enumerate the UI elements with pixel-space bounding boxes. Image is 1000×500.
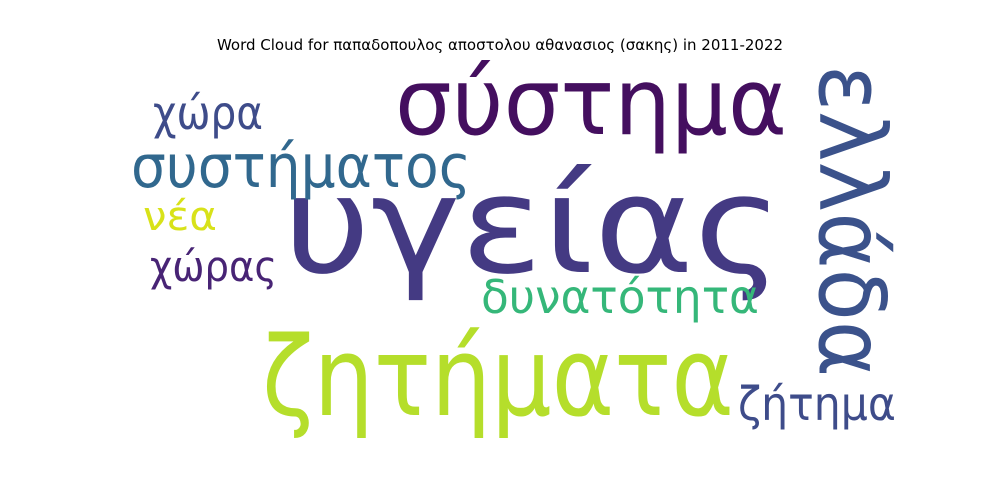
word-χώρα: χώρα — [153, 86, 263, 140]
word-υγείας: υγείας — [283, 147, 783, 304]
word-νέα: νέα — [143, 194, 217, 240]
word-σύστημα: σύστημα — [395, 48, 787, 156]
word-ελλάδα: ελλάδα — [798, 65, 905, 377]
word-δυνατότητα: δυνατότητα — [481, 270, 759, 324]
word-συστήματος: συστήματος — [131, 132, 471, 202]
word-χώρας: χώρας — [150, 242, 277, 291]
chart-title: Word Cloud for παπαδοπουλος αποστολου αθ… — [216, 36, 784, 54]
word-ζήτημα: ζήτημα — [738, 377, 896, 431]
word-ζητήματα: ζητήματα — [262, 313, 734, 441]
